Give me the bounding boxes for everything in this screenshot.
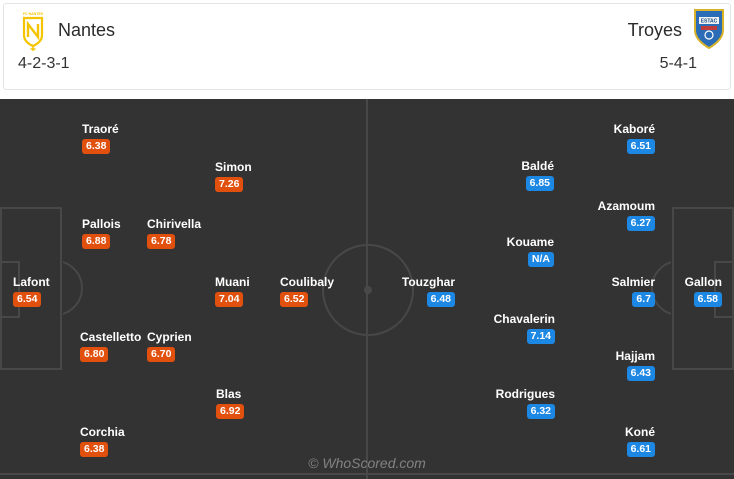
player-rating-badge: 6.54 [13, 292, 42, 307]
player-name[interactable]: Hajjam [615, 349, 655, 363]
player-name[interactable]: Chirivella [147, 217, 202, 231]
player-rating-badge: 6.78 [147, 234, 176, 249]
watermark: © WhoScored.com [308, 455, 426, 471]
player-rating-badge: 6.43 [626, 366, 655, 381]
player-rating-badge: 6.85 [525, 176, 554, 191]
player-rating-badge: 6.52 [280, 292, 309, 307]
player-rating-badge: 6.58 [693, 292, 722, 307]
player: Traoré 6.38 [82, 123, 119, 154]
player: Corchia 6.38 [80, 426, 125, 457]
player-name[interactable]: Koné [625, 425, 655, 439]
player-name[interactable]: Coulibaly [280, 275, 335, 289]
player-rating-badge: 7.04 [215, 292, 244, 307]
player-name[interactable]: Muani [215, 275, 250, 289]
player: Chirivella 6.78 [147, 218, 201, 249]
player-name[interactable]: Pallois [82, 217, 121, 231]
pitch-bottom-line [0, 473, 734, 475]
player-name[interactable]: Salmier [611, 275, 655, 289]
home-formation: 4-2-3-1 [18, 55, 70, 72]
player-name[interactable]: Chavalerin [493, 312, 555, 326]
player-name[interactable]: Castelletto [80, 330, 142, 344]
player: Simon 7.26 [215, 161, 252, 192]
player-name[interactable]: Rodrigues [495, 387, 555, 401]
player-name[interactable]: Kaboré [613, 122, 655, 136]
home-team-name[interactable]: Nantes [58, 20, 116, 40]
player: Rodrigues 6.32 [496, 388, 555, 419]
pitch: © WhoScored.com Lafont 6.54 Traoré 6.38 … [0, 99, 734, 479]
player-rating-badge: 6.92 [216, 404, 245, 419]
match-header: FC NANTES Nantes 4-2-3-1 Troyes ESTAC 5-… [3, 3, 731, 90]
player: Blas 6.92 [216, 387, 245, 419]
svg-text:FC NANTES: FC NANTES [23, 12, 44, 16]
player: Salmier 6.7 [612, 276, 655, 307]
player-rating-badge: 6.32 [526, 404, 555, 419]
player-name[interactable]: Touzghar [401, 275, 455, 289]
six-yard-box-left [0, 261, 20, 318]
player: Baldé 6.85 [521, 160, 554, 191]
player-rating-badge: 6.48 [426, 292, 455, 307]
six-yard-box-right [714, 261, 734, 318]
player: Gallon 6.58 [685, 276, 722, 307]
player: Kouame N/A [507, 236, 554, 267]
player: Azamoum 6.27 [598, 200, 655, 231]
svg-text:ESTAC: ESTAC [701, 19, 718, 25]
player-name[interactable]: Blas [216, 387, 242, 401]
player-name[interactable]: Simon [215, 160, 252, 174]
away-formation: 5-4-1 [659, 55, 697, 72]
away-team-name[interactable]: Troyes [627, 20, 682, 40]
player: Touzghar 6.48 [402, 276, 455, 307]
player-rating-badge: 6.27 [626, 216, 655, 231]
player: Castelletto 6.80 [80, 331, 141, 362]
pitch-center-circle [322, 244, 414, 336]
player-rating-badge: 7.14 [526, 329, 555, 344]
player: Koné 6.61 [625, 426, 655, 457]
player-name[interactable]: Corchia [80, 425, 125, 439]
player-rating-badge: 6.80 [80, 347, 109, 362]
player: Chavalerin 7.14 [494, 313, 555, 344]
player-name[interactable]: Lafont [13, 275, 50, 289]
player-rating-badge: 7.26 [215, 177, 244, 192]
player-name[interactable]: Gallon [684, 275, 722, 289]
player: Hajjam 6.43 [616, 350, 655, 381]
player: Lafont 6.54 [13, 276, 50, 307]
player: Cyprien 6.70 [147, 331, 192, 362]
player-rating-badge: 6.38 [80, 442, 109, 457]
home-team-logo-icon[interactable]: FC NANTES [17, 9, 49, 53]
player-rating-badge: 6.61 [626, 442, 655, 457]
player-name[interactable]: Kouame [506, 235, 554, 249]
player-rating-badge: 6.51 [626, 139, 655, 154]
player: Kaboré 6.51 [614, 123, 655, 154]
player-rating-badge: 6.88 [82, 234, 111, 249]
player: Pallois 6.88 [82, 218, 121, 249]
player-rating-badge: 6.70 [147, 347, 176, 362]
away-team-logo-icon[interactable]: ESTAC [692, 7, 726, 51]
pitch-center-spot [364, 286, 372, 294]
player: Muani 7.04 [215, 276, 250, 307]
player-name[interactable]: Azamoum [597, 199, 655, 213]
player-rating-badge: 6.38 [82, 139, 111, 154]
player-name[interactable]: Baldé [521, 159, 554, 173]
player-name[interactable]: Traoré [82, 122, 119, 136]
player-name[interactable]: Cyprien [147, 330, 192, 344]
player: Coulibaly 6.52 [280, 276, 334, 307]
player-rating-badge: N/A [527, 252, 554, 267]
player-rating-badge: 6.7 [632, 292, 655, 307]
